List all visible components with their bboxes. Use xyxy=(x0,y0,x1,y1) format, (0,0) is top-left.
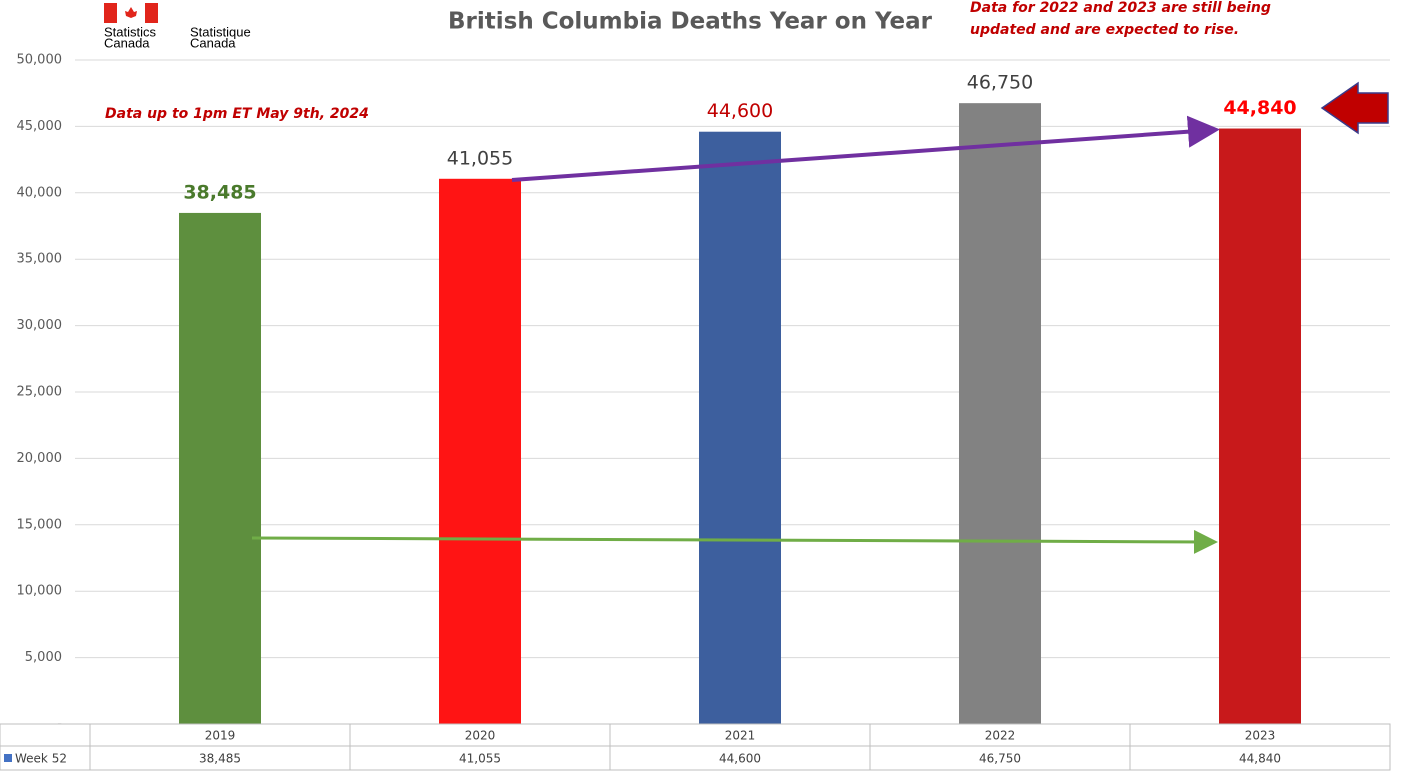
annotation: updated and are expected to rise. xyxy=(970,22,1239,38)
bars: 38,485 41,055 44,600 46,750 44,840 xyxy=(179,72,1301,725)
trend-arrow xyxy=(511,115,1220,182)
bar xyxy=(1219,128,1301,725)
y-tick-label: 15,000 xyxy=(17,517,63,532)
flag-bar xyxy=(104,3,117,23)
maple-leaf xyxy=(125,7,137,18)
y-tick-label: 20,000 xyxy=(17,451,63,466)
bar xyxy=(959,103,1041,724)
data-table: Week 52 2019 38,485 2020 41,055 2021 44,600 202… xyxy=(0,723,1391,771)
table-value: 41,055 xyxy=(459,752,501,766)
y-tick-label: 30,000 xyxy=(17,318,63,333)
logo: Statistics Canada Statistique Canada xyxy=(104,3,251,50)
table-frame xyxy=(0,723,1391,771)
table-value: 44,840 xyxy=(1239,752,1281,766)
x-tick-label: 2020 xyxy=(465,729,496,743)
x-tick-label: 2019 xyxy=(205,729,236,743)
flag-bar xyxy=(145,3,158,23)
legend-label: Week 52 xyxy=(15,752,67,766)
pointer-arrow xyxy=(1320,81,1389,135)
data-label: 44,600 xyxy=(707,100,773,122)
chart-title: British Columbia Deaths Year on Year xyxy=(448,9,933,35)
x-tick-label: 2023 xyxy=(1245,729,1276,743)
table-value: 38,485 xyxy=(199,752,241,766)
y-tick-label: 50,000 xyxy=(17,53,63,68)
table-value: 44,600 xyxy=(719,752,761,766)
legend-swatch xyxy=(4,754,12,762)
data-label: 46,750 xyxy=(967,72,1033,94)
y-tick-label: 45,000 xyxy=(17,119,63,134)
trend-arrow xyxy=(251,529,1218,554)
logo-text: Canada xyxy=(190,35,236,50)
x-tick-label: 2022 xyxy=(985,729,1016,743)
table-value: 46,750 xyxy=(979,752,1021,766)
data-label: 41,055 xyxy=(447,147,513,169)
y-tick-label: 35,000 xyxy=(17,252,63,267)
data-label: 44,840 xyxy=(1223,97,1296,119)
y-tick-label: 5,000 xyxy=(25,650,62,665)
logo-text: Statistics xyxy=(104,24,157,39)
bar xyxy=(699,131,781,724)
logo-text: Statistique xyxy=(190,24,251,39)
logo-text: Canada xyxy=(104,35,150,50)
y-tick-label: 10,000 xyxy=(17,584,63,599)
data-label: 38,485 xyxy=(183,181,256,203)
bar xyxy=(179,212,261,725)
bar xyxy=(439,178,521,724)
y-tick-label: 25,000 xyxy=(17,385,63,400)
y-tick-label: 40,000 xyxy=(17,185,63,200)
annotation: Data up to 1pm ET May 9th, 2024 xyxy=(105,106,369,122)
annotation: Data for 2022 and 2023 are still being xyxy=(970,0,1271,16)
x-tick-label: 2021 xyxy=(725,729,756,743)
